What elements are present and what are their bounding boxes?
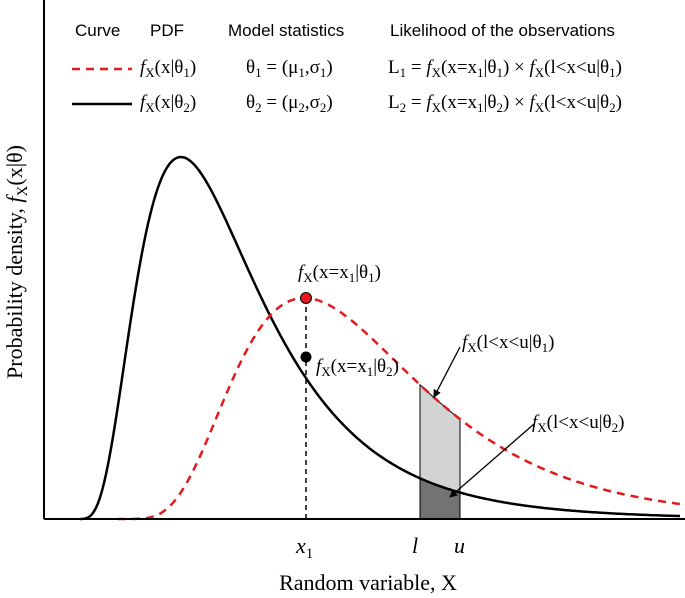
legend-row-1: fX(x|θ1) θ1 = (μ1,σ1) L1 = fX(x=x1|θ1) ×… bbox=[140, 57, 622, 80]
arrow-area1 bbox=[433, 346, 461, 398]
annotation-point-theta1: fX(x=x1|θ1) bbox=[298, 262, 381, 285]
pdf-curve-theta2 bbox=[79, 155, 680, 521]
annotation-area-theta2: fX(l<x<u|θ2) bbox=[532, 412, 624, 435]
legend-pdf-2: fX(x|θ2) bbox=[140, 92, 196, 115]
x-tick-u: u bbox=[454, 533, 465, 558]
legend-pdf-1: fX(x|θ1) bbox=[140, 57, 196, 80]
point-theta2 bbox=[300, 351, 312, 363]
annotation-area-theta1: fX(l<x<u|θ1) bbox=[462, 332, 554, 355]
legend-likelihood-2: L2 = fX(x=x1|θ2) × fX(l<x<u|θ2) bbox=[388, 92, 622, 115]
y-axis-label: Probability density, fX(x|θ) bbox=[2, 145, 31, 379]
x-tick-x1: x1 bbox=[295, 533, 313, 562]
legend-header-likelihood: Likelihood of the observations bbox=[390, 21, 615, 40]
arrow-area2 bbox=[449, 423, 535, 498]
legend-stats-2: θ2 = (μ2,σ2) bbox=[246, 92, 333, 115]
point-theta1 bbox=[300, 292, 312, 304]
legend-header-stats: Model statistics bbox=[228, 21, 344, 40]
legend-stats-1: θ1 = (μ1,σ1) bbox=[246, 57, 333, 80]
annotation-point-theta2: fX(x=x1|θ2) bbox=[316, 356, 399, 379]
legend-header-curve: Curve bbox=[75, 21, 120, 40]
legend-row-2: fX(x|θ2) θ2 = (μ2,σ2) L2 = fX(x=x1|θ2) ×… bbox=[140, 92, 622, 115]
x-axis-label: Random variable, X bbox=[279, 570, 457, 595]
pdf-curve-theta1 bbox=[118, 296, 681, 521]
legend-header-pdf: PDF bbox=[150, 21, 184, 40]
x-tick-l: l bbox=[412, 533, 418, 558]
legend-likelihood-1: L1 = fX(x=x1|θ1) × fX(l<x<u|θ1) bbox=[388, 57, 622, 80]
